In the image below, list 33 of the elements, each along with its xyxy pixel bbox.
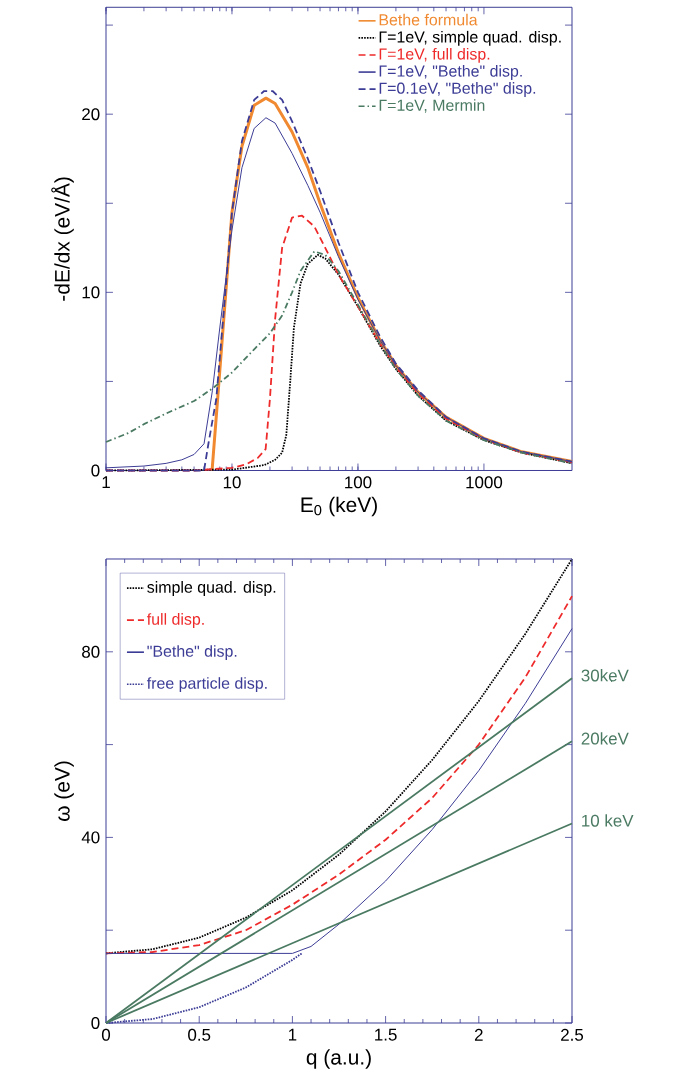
x-axis-title: E$_{0}$ (keV) xyxy=(301,496,377,517)
legend-label: "Bethe" disp. xyxy=(147,645,237,660)
text: 20keV xyxy=(581,732,629,745)
x-tick-label: 10 xyxy=(223,476,241,489)
y-axis-title: ω (eV) xyxy=(54,761,74,821)
y-tick-label: 0 xyxy=(91,464,100,477)
x-tick-label: 2.5 xyxy=(561,1028,584,1041)
x-tick-label: 0 xyxy=(101,1028,111,1041)
legend-label: Γ=0.1eV, "Bethe" disp. xyxy=(379,82,536,97)
y-tick-label: 10 xyxy=(82,286,100,299)
y-tick-label: 40 xyxy=(81,831,100,844)
legend-label: Γ=1eV, simple quad. disp. xyxy=(379,30,561,46)
x-tick-label: 1 xyxy=(288,1028,297,1041)
x-tick-label: 1 xyxy=(102,476,110,488)
legend-label: simple quad. disp. xyxy=(147,581,276,596)
x-tick-label: 1000 xyxy=(466,476,503,489)
y-tick-label: 20 xyxy=(82,108,100,121)
x-axis-title: q (a.u.) xyxy=(306,1049,371,1069)
x-tick-label: 1.5 xyxy=(375,1028,397,1041)
legend-label: Bethe formula xyxy=(379,13,478,26)
x-tick-label: 100 xyxy=(345,476,372,489)
y-tick-label: 80 xyxy=(82,645,100,658)
x-tick-label: 2 xyxy=(474,1028,483,1041)
x-tick-label: 0.5 xyxy=(188,1028,211,1041)
text: 30keV xyxy=(581,669,629,682)
y-tick-label: 0 xyxy=(91,1017,100,1029)
legend-label: Γ=1eV, full disp. xyxy=(379,47,490,63)
text: 10 keV xyxy=(582,814,634,827)
legend-label: Γ=1eV, Mermin xyxy=(379,99,485,113)
legend-label: free particle disp. xyxy=(146,677,267,693)
legend-label: Γ=1eV, "Bethe" disp. xyxy=(379,65,522,80)
legend-label: full disp. xyxy=(146,613,204,628)
y-axis-title: -dE/dx (eV/Å) xyxy=(51,177,74,301)
